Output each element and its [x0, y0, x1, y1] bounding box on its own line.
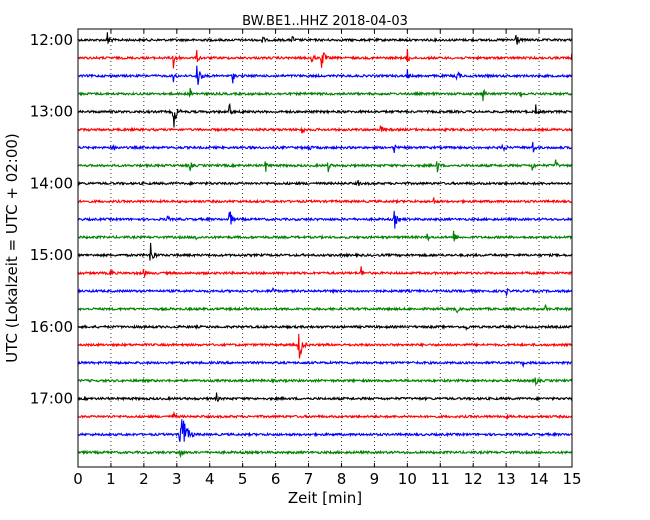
seismic-trace [77, 266, 573, 279]
x-tick-label: 14 [530, 470, 549, 488]
seismic-trace [77, 242, 573, 261]
x-tick-label: 10 [398, 470, 417, 488]
seismic-trace [77, 210, 573, 229]
x-tick-label: 6 [271, 470, 281, 488]
y-tick-label: 13:00 [30, 103, 73, 121]
seismic-trace [77, 333, 573, 359]
y-axis: 12:00 13:00 14:00 15:00 16:00 17:00 [30, 31, 82, 408]
seismic-trace [77, 360, 572, 368]
seismic-trace [77, 287, 573, 298]
x-tick-label: 2 [139, 470, 149, 488]
seismic-trace [77, 87, 573, 102]
x-tick-label: 11 [431, 470, 450, 488]
seismic-trace [77, 32, 573, 45]
x-tick-label: 12 [464, 470, 483, 488]
y-tick-label: 16:00 [30, 318, 73, 336]
x-tick-label: 7 [304, 470, 314, 488]
x-tick-label: 0 [73, 470, 83, 488]
y-tick-label: 12:00 [30, 31, 73, 49]
seismic-trace [77, 303, 573, 314]
plot-frame [77, 28, 573, 468]
seismic-trace [77, 230, 572, 242]
x-tick-label: 15 [562, 470, 581, 488]
x-axis: 0 1 2 3 4 5 6 7 8 9 10 11 12 13 14 15 [73, 29, 582, 488]
x-tick-label: 1 [106, 470, 116, 488]
seismic-trace [77, 141, 572, 154]
x-tick-label: 8 [337, 470, 347, 488]
seismic-trace [77, 410, 573, 420]
x-tick-label: 9 [370, 470, 380, 488]
chart-title: BW.BE1..HHZ 2018-04-03 [242, 14, 408, 29]
seismic-trace [77, 197, 572, 205]
trace-group [77, 32, 573, 459]
seismic-trace [77, 65, 573, 85]
x-axis-label: Zeit [min] [288, 489, 362, 507]
seismic-trace [77, 377, 573, 387]
seismic-trace [77, 449, 572, 459]
seismic-trace [77, 323, 573, 332]
seismic-trace [77, 49, 573, 69]
x-tick-label: 3 [172, 470, 182, 488]
x-tick-label: 5 [238, 470, 248, 488]
y-tick-label: 15:00 [30, 246, 73, 264]
y-tick-label: 17:00 [30, 390, 73, 408]
seismic-trace [77, 102, 573, 128]
y-tick-label: 14:00 [30, 174, 73, 192]
seismic-trace [77, 125, 573, 135]
x-tick-label: 13 [497, 470, 516, 488]
seismic-trace [77, 419, 573, 442]
seismic-trace [77, 159, 573, 173]
seismic-trace [77, 392, 573, 403]
x-tick-label: 4 [205, 470, 215, 488]
seismic-trace [77, 179, 572, 187]
y-axis-label: UTC (Lokalzeit = UTC + 02:00) [3, 133, 21, 363]
